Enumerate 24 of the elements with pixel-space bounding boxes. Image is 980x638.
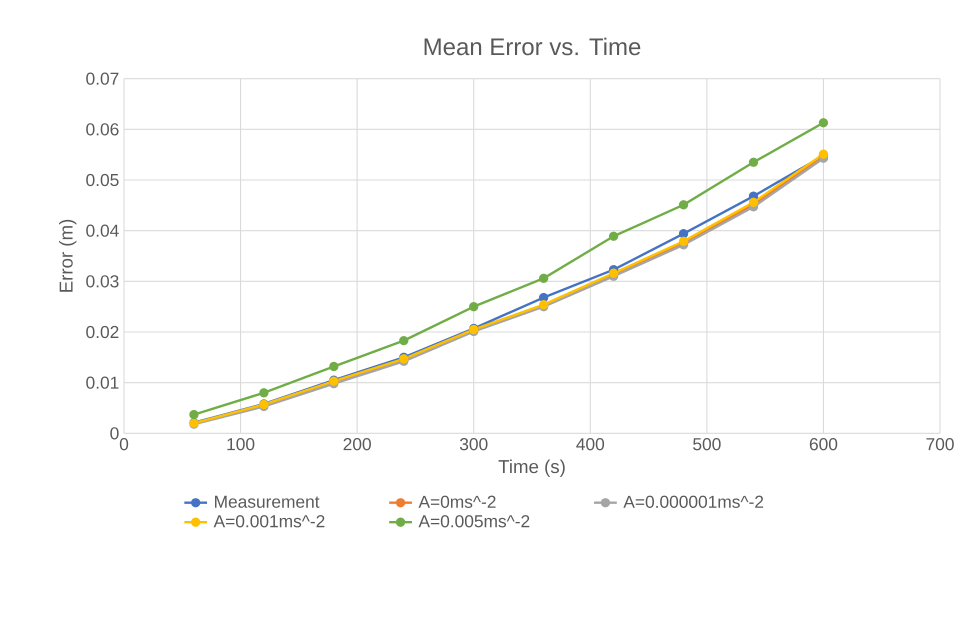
x-tick-label: 700 <box>926 438 954 450</box>
y-tick-label: 0 <box>110 427 119 440</box>
y-tick-label: 0.05 <box>86 174 119 186</box>
legend-label: Measurement <box>215 496 320 508</box>
legend-label: A=0.001ms^-2 <box>214 515 324 528</box>
legend-label: A=0.000001ms^-2 <box>623 496 764 508</box>
y-axis-title: Error (m) <box>59 220 76 292</box>
y-tick-label: 0.02 <box>86 326 118 338</box>
x-tick-label: 100 <box>227 438 254 450</box>
x-tick-label: 600 <box>810 438 838 450</box>
x-tick-label: 300 <box>460 438 488 450</box>
chart-title: Mean Error vs. Time <box>424 38 640 56</box>
x-tick-label: 400 <box>576 438 604 450</box>
x-tick-label: 0 <box>120 438 128 450</box>
y-tick-label: 0.03 <box>86 275 119 288</box>
x-axis-title: Time (s) <box>498 459 565 477</box>
legend-label: A=0.005ms^-2 <box>418 515 530 528</box>
x-tick-label: 500 <box>693 438 721 450</box>
y-tick-label: 0.07 <box>86 72 118 85</box>
y-tick-label: 0.01 <box>86 376 118 389</box>
y-tick-label: 0.06 <box>86 123 119 136</box>
y-tick-label: 0.04 <box>86 224 119 237</box>
x-tick-label: 200 <box>344 438 371 450</box>
legend-label: A=0ms^-2 <box>418 496 496 508</box>
